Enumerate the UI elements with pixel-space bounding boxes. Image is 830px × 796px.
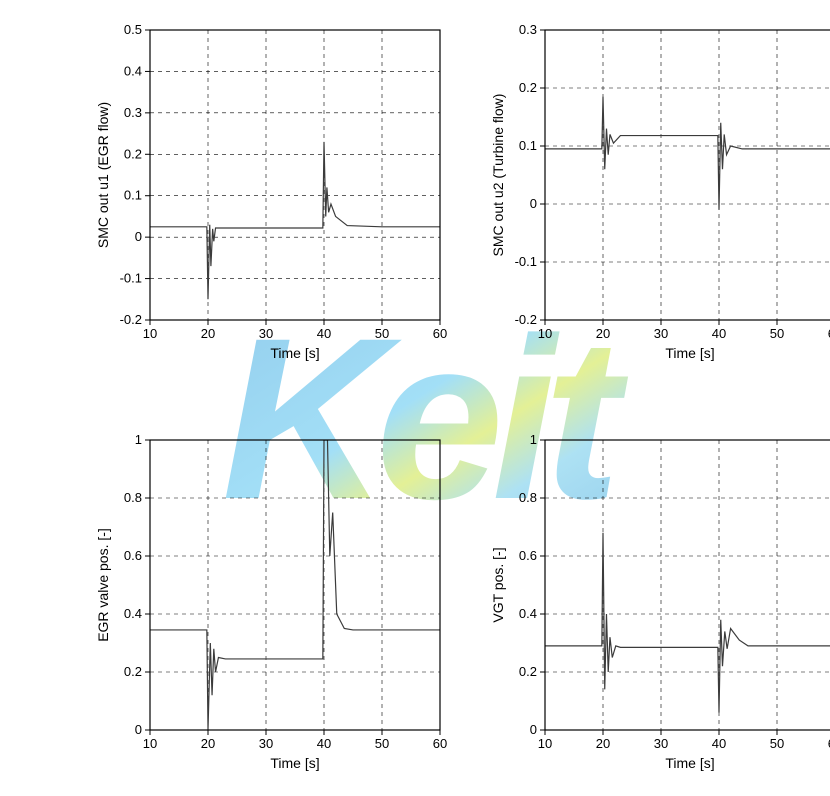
svg-text:10: 10 [538, 736, 552, 751]
svg-text:0.2: 0.2 [124, 664, 142, 679]
svg-text:10: 10 [143, 736, 157, 751]
y-axis-label: VGT pos. [-] [490, 547, 506, 622]
svg-text:60: 60 [433, 326, 447, 341]
svg-text:1: 1 [530, 432, 537, 447]
svg-text:10: 10 [143, 326, 157, 341]
svg-text:60: 60 [433, 736, 447, 751]
svg-text:0.4: 0.4 [124, 606, 142, 621]
svg-text:0: 0 [135, 722, 142, 737]
svg-text:0.2: 0.2 [519, 80, 537, 95]
svg-text:-0.2: -0.2 [120, 312, 142, 327]
svg-text:50: 50 [375, 326, 389, 341]
svg-text:1: 1 [135, 432, 142, 447]
svg-text:50: 50 [375, 736, 389, 751]
svg-text:40: 40 [712, 326, 726, 341]
svg-text:40: 40 [317, 736, 331, 751]
chart-panel-tr: 102030405060-0.2-0.100.10.20.3Time [s]SM… [490, 20, 830, 370]
chart-panel-tl: 10 20 30 40 50 60 -0.2 -0.1 0 0.1 0.2 0.3 0.4 0.5 Time… [95, 20, 445, 370]
svg-text:0: 0 [135, 229, 142, 244]
svg-text:-0.1: -0.1 [120, 271, 142, 286]
y-axis-label: EGR valve pos. [-] [95, 528, 111, 642]
svg-text:50: 50 [770, 736, 784, 751]
svg-text:20: 20 [201, 736, 215, 751]
chart-panel-br: 10203040506000.20.40.60.81Time [s]VGT po… [490, 430, 830, 780]
svg-text:50: 50 [770, 326, 784, 341]
y-axis-label: SMC out u2 (Turbine flow) [490, 94, 506, 257]
svg-text:0.6: 0.6 [124, 548, 142, 563]
chart-panel-bl: 10 20 30 40 50 60 0 0.2 0.4 0.6 0.8 1 Time [s] EGR va… [95, 430, 445, 780]
svg-text:20: 20 [596, 326, 610, 341]
svg-text:30: 30 [259, 326, 273, 341]
svg-text:30: 30 [259, 736, 273, 751]
svg-text:0.4: 0.4 [519, 606, 537, 621]
svg-text:0: 0 [530, 722, 537, 737]
svg-text:0.1: 0.1 [124, 188, 142, 203]
x-axis-label: Time [s] [665, 755, 714, 771]
svg-text:0.2: 0.2 [124, 146, 142, 161]
svg-text:0.6: 0.6 [519, 548, 537, 563]
svg-text:30: 30 [654, 736, 668, 751]
svg-text:0.3: 0.3 [124, 105, 142, 120]
svg-text:40: 40 [712, 736, 726, 751]
x-axis-label: Time [s] [270, 755, 319, 771]
svg-text:10: 10 [538, 326, 552, 341]
svg-text:30: 30 [654, 326, 668, 341]
svg-text:20: 20 [596, 736, 610, 751]
svg-text:40: 40 [317, 326, 331, 341]
svg-text:-0.1: -0.1 [515, 254, 537, 269]
svg-text:0: 0 [530, 196, 537, 211]
svg-text:-0.2: -0.2 [515, 312, 537, 327]
x-axis-label: Time [s] [665, 345, 714, 361]
svg-text:0.3: 0.3 [519, 22, 537, 37]
svg-text:0.2: 0.2 [519, 664, 537, 679]
svg-text:0.1: 0.1 [519, 138, 537, 153]
svg-text:0.4: 0.4 [124, 63, 142, 78]
svg-text:0.5: 0.5 [124, 22, 142, 37]
svg-text:0.8: 0.8 [124, 490, 142, 505]
x-axis-label: Time [s] [270, 345, 319, 361]
y-axis-label: SMC out u1 (EGR flow) [95, 102, 111, 248]
svg-text:20: 20 [201, 326, 215, 341]
svg-text:0.8: 0.8 [519, 490, 537, 505]
